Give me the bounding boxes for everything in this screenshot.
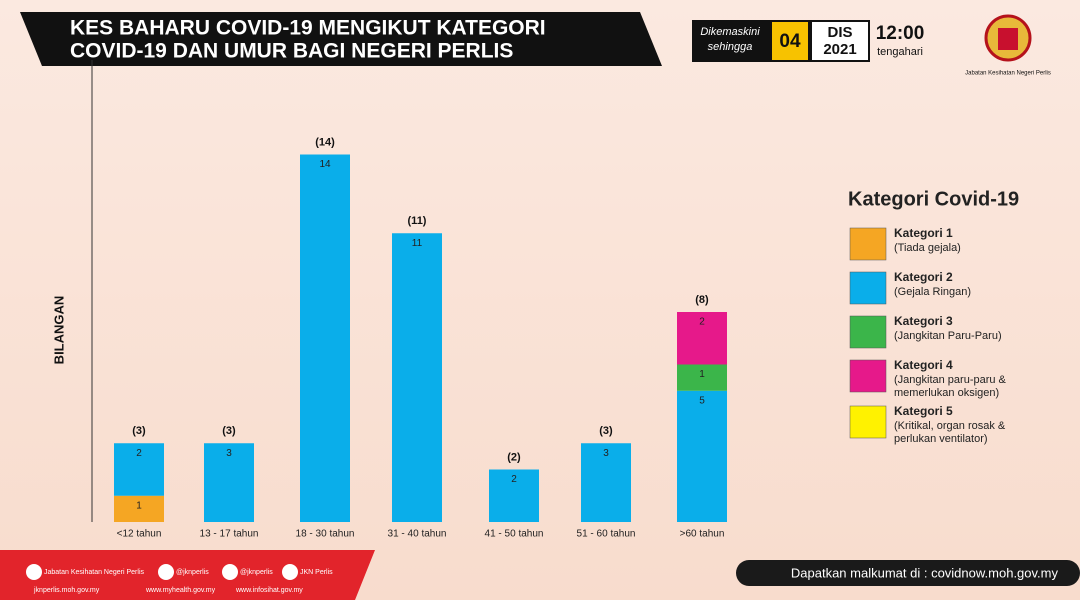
bar-segment	[677, 364, 727, 391]
logo	[984, 14, 1032, 62]
total-label: (14)	[315, 136, 335, 148]
bar-segment	[489, 469, 539, 522]
x-tick-label: 18 - 30 tahun	[296, 529, 355, 540]
legend-description-line: memerlukan oksigen)	[894, 387, 999, 399]
x-tick-label: >60 tahun	[680, 529, 725, 540]
segment-label: 14	[319, 159, 331, 170]
footer-banner	[0, 550, 375, 600]
segment-label: 1	[699, 369, 705, 380]
legend-description-line: (Kritikal, organ rosak &	[894, 420, 1006, 432]
social-handle: @jknperlis	[240, 569, 273, 576]
legend-name: Kategori 1	[894, 226, 953, 240]
segment-label: 1	[136, 500, 142, 511]
legend-name: Kategori 2	[894, 270, 953, 284]
legend-description-line: perlukan ventilator)	[894, 433, 988, 445]
site-link: jknperlis.moh.gov.my	[33, 587, 100, 594]
month: DIS	[827, 24, 852, 41]
info-text: Dapatkan malkumat di : covidnow.moh.gov.…	[791, 565, 1059, 580]
bar-segment	[677, 312, 727, 365]
total-label: (8)	[695, 294, 709, 306]
x-tick-label: 41 - 50 tahun	[485, 529, 544, 540]
bar-segment	[677, 390, 727, 522]
legend-name: Kategori 5	[894, 404, 953, 418]
social-handle: JKN Perlis	[300, 569, 333, 576]
title-line: KES BAHARU COVID-19 MENGIKUT KATEGORI	[70, 17, 546, 40]
logo-text: Jabatan Kesihatan Negeri Perlis	[965, 71, 1051, 77]
segment-label: 11	[412, 238, 423, 249]
total-label: (2)	[507, 451, 521, 463]
social-handle: Jabatan Kesihatan Negeri Perlis	[44, 569, 145, 576]
segment-label: 3	[226, 448, 232, 459]
bar-segment	[300, 154, 350, 522]
title-banner	[20, 12, 662, 66]
legend-swatch	[849, 405, 887, 439]
legend-name: Kategori 3	[894, 314, 953, 328]
time: 12:00	[876, 23, 925, 44]
legend-swatch	[849, 315, 887, 349]
update-label: sehingga	[708, 41, 753, 53]
segment-label: 3	[603, 448, 609, 459]
year: 2021	[823, 41, 856, 58]
site-link: www.myhealth.gov.my	[145, 587, 216, 594]
total-label: (3)	[599, 425, 613, 437]
social-icon	[222, 564, 238, 580]
legend-swatch	[849, 271, 887, 305]
bar-segment	[581, 443, 631, 522]
social-icon	[158, 564, 174, 580]
x-tick-label: <12 tahun	[117, 529, 162, 540]
legend-description: (Jangkitan Paru-Paru)	[894, 330, 1002, 342]
total-label: (11)	[408, 215, 427, 227]
legend-description-line: (Jangkitan paru-paru &	[894, 374, 1007, 386]
segment-label: 2	[136, 448, 142, 459]
update-label: Dikemaskini	[700, 26, 760, 38]
bar-segment	[114, 443, 164, 496]
social-icon	[26, 564, 42, 580]
total-label: (3)	[222, 425, 236, 437]
bar-segment	[204, 443, 254, 522]
social-icon	[282, 564, 298, 580]
segment-label: 5	[699, 395, 705, 406]
bar-segment	[392, 233, 442, 522]
legend-swatch	[849, 359, 887, 393]
social-handle: @jknperlis	[176, 569, 209, 576]
day-box	[772, 22, 808, 60]
info-banner	[736, 560, 1080, 586]
legend-swatch	[849, 227, 887, 261]
legend-description: (Gejala Ringan)	[894, 286, 971, 298]
legend-title: Kategori Covid-19	[848, 188, 1019, 210]
x-tick-label: 31 - 40 tahun	[388, 529, 447, 540]
x-tick-label: 13 - 17 tahun	[200, 529, 259, 540]
period: tengahari	[877, 46, 923, 58]
segment-label: 2	[699, 317, 705, 328]
legend-name: Kategori 4	[894, 358, 953, 372]
legend-description: (Jangkitan paru-paru & memerlukan oksigen…	[894, 374, 1007, 399]
total-label: (3)	[132, 425, 146, 437]
title-line: COVID-19 DAN UMUR BAGI NEGERI PERLIS	[70, 40, 513, 63]
segment-label: 2	[511, 474, 517, 485]
bar-segment	[114, 495, 164, 522]
legend-description: (Tiada gejala)	[894, 242, 961, 254]
x-tick-label: 51 - 60 tahun	[577, 529, 636, 540]
day: 04	[779, 31, 801, 52]
legend-description: (Kritikal, organ rosak & perlukan ventila…	[894, 420, 1006, 445]
month-box	[812, 22, 868, 60]
y-axis-label: BILANGAN	[51, 296, 66, 365]
site-link: www.infosihat.gov.my	[235, 587, 303, 594]
